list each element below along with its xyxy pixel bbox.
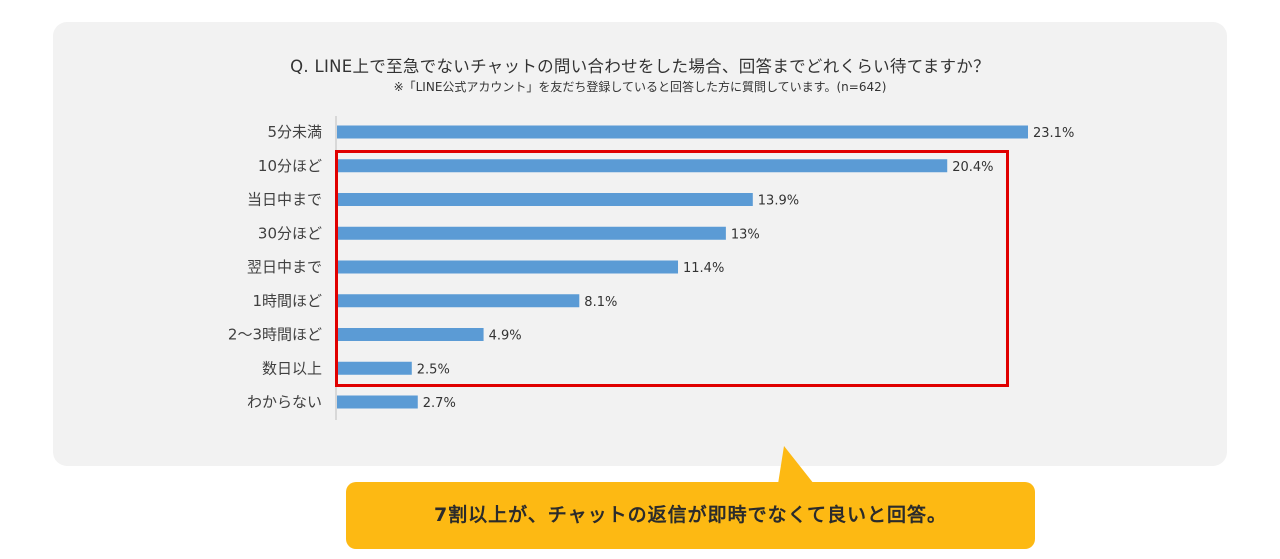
- value-label: 2.5%: [417, 362, 450, 377]
- chart-subtitle: ※「LINE公式アカウント」を友だち登録していると回答した方に質問しています。(…: [393, 80, 887, 94]
- value-label: 2.7%: [423, 396, 456, 411]
- bar: [337, 328, 484, 341]
- bar: [337, 361, 412, 375]
- category-label: 10分ほど: [258, 157, 322, 175]
- value-label: 23.1%: [1033, 126, 1074, 141]
- chart-title: Q. LINE上で至急でないチャットの問い合わせをした場合、回答までどれくらい待…: [290, 57, 990, 76]
- category-label: 2〜3時間ほど: [228, 326, 322, 344]
- bar: [337, 193, 753, 206]
- value-label: 8.1%: [584, 295, 617, 310]
- category-label: 当日中まで: [247, 191, 322, 209]
- value-label: 13%: [731, 227, 760, 242]
- category-label: 5分未満: [267, 123, 322, 141]
- highlight-frame: [335, 150, 1009, 387]
- callout-text: 7割以上が、チャットの返信が即時でなくて良いと回答。: [433, 504, 948, 526]
- category-label: 翌日中まで: [247, 258, 322, 276]
- bar: [337, 226, 726, 240]
- value-label: 13.9%: [758, 194, 799, 209]
- category-label: 30分ほど: [258, 224, 322, 242]
- bar: [337, 294, 580, 308]
- value-label: 4.9%: [489, 329, 522, 344]
- bar: [337, 260, 679, 274]
- category-label: 数日以上: [262, 359, 322, 377]
- callout-tail: [778, 446, 814, 484]
- callout-bubble: [346, 482, 1035, 549]
- bar: [337, 159, 948, 173]
- chart-panel: [53, 22, 1227, 466]
- bar: [337, 395, 418, 409]
- value-label: 20.4%: [952, 160, 993, 175]
- category-label: わからない: [247, 393, 322, 411]
- bar: [337, 125, 1028, 139]
- value-label: 11.4%: [683, 261, 724, 276]
- category-label: 1時間ほど: [252, 292, 322, 310]
